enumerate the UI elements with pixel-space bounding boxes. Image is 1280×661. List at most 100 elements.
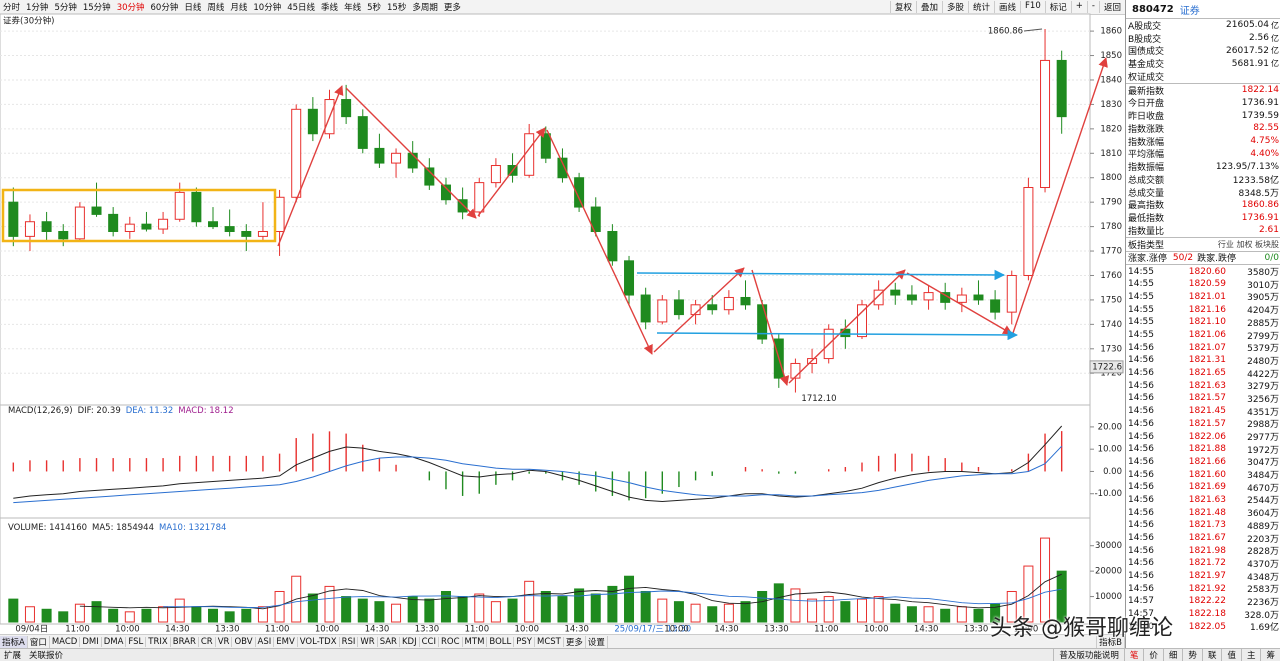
volume-bar <box>923 606 934 623</box>
panel-tab[interactable]: 主 <box>1240 649 1261 661</box>
candle-body <box>557 157 568 179</box>
indicator-button[interactable]: TRIX <box>146 636 171 647</box>
stat-row: 总成交额 1233.58亿 <box>1126 173 1280 186</box>
bottom-bar: 扩展 关联报价 普及版功能说明笔价细势联值主筹 <box>0 648 1280 661</box>
trade-time: 14:56 <box>1128 393 1154 404</box>
x-tick-label: 11:00 <box>465 625 490 635</box>
stat-row: 最低指数 1736.91 <box>1126 211 1280 225</box>
period-button[interactable]: 10分钟 <box>253 3 282 13</box>
stat-row: B股成交 2.56 亿 <box>1126 32 1280 45</box>
indicator-button[interactable]: SAR <box>378 636 400 647</box>
axis-tag-bg <box>1089 360 1124 374</box>
period-button[interactable]: 60分钟 <box>150 3 179 13</box>
indicator-b[interactable]: 指标B <box>1096 635 1125 648</box>
tool-button[interactable]: 叠加 <box>915 1 942 13</box>
trade-volume: 2480万 <box>1247 356 1279 367</box>
panel-tab[interactable]: 值 <box>1221 649 1241 661</box>
indicator-button[interactable]: RSI <box>340 636 359 647</box>
panel-tab[interactable]: 笔 <box>1123 649 1144 661</box>
period-button[interactable]: 更多 <box>443 3 461 13</box>
indicator-button[interactable]: VR <box>216 636 233 647</box>
period-button[interactable]: 年线 <box>344 3 362 13</box>
trade-row: 14:56 1822.06 2977万 <box>1126 430 1280 444</box>
bottom-left: 扩展 关联报价 <box>0 649 67 661</box>
indicator-button[interactable]: PSY <box>514 636 535 647</box>
volume-bar <box>940 608 951 623</box>
candle-body <box>391 152 402 164</box>
candle-body <box>657 299 668 323</box>
indicator-button[interactable]: ROC <box>439 636 463 647</box>
period-button[interactable]: 季线 <box>321 3 339 13</box>
indicator-button[interactable]: KDJ <box>400 636 420 647</box>
indicator-button[interactable]: 指标A <box>0 635 28 648</box>
tool-button[interactable]: 画线 <box>994 1 1020 13</box>
trade-time: 14:55 <box>1128 279 1154 290</box>
indicator-button[interactable]: BRAR <box>171 636 199 647</box>
panel-tab[interactable]: 筹 <box>1260 649 1280 661</box>
indicator-button[interactable]: EMV <box>274 636 298 647</box>
period-button[interactable]: 多周期 <box>412 3 438 13</box>
panel-tab[interactable]: 价 <box>1143 649 1163 661</box>
panel-tab[interactable]: 势 <box>1182 649 1202 661</box>
panel-tab[interactable]: 联 <box>1201 649 1222 661</box>
stat-value: 2.56 <box>1248 33 1269 44</box>
period-button[interactable]: 15秒 <box>387 3 407 13</box>
indicator-button[interactable]: BOLL <box>487 636 515 647</box>
indicator-button[interactable]: CCI <box>420 636 439 647</box>
trade-time: 14:56 <box>1128 406 1154 417</box>
period-button[interactable]: 1分钟 <box>26 3 49 13</box>
indicator-button[interactable]: DMA <box>102 636 127 647</box>
indicator-button[interactable]: 更多 <box>564 635 586 648</box>
indicator-button[interactable]: FSL <box>126 636 147 647</box>
candle-body <box>956 294 967 303</box>
period-button[interactable]: 5秒 <box>367 3 381 13</box>
tool-button[interactable]: 多股 <box>942 1 968 13</box>
indicator-button[interactable]: WR <box>358 636 378 647</box>
tool-button[interactable]: - <box>1086 1 1099 13</box>
candle-body <box>474 182 485 213</box>
indicator-button[interactable]: ASI <box>256 636 275 647</box>
period-button[interactable]: 30分钟 <box>116 3 145 13</box>
help-link[interactable]: 普及版功能说明 <box>1053 649 1124 661</box>
indicator-button[interactable]: CR <box>199 636 216 647</box>
volume-bar <box>707 606 718 623</box>
y-tick-label: 0.00 <box>1103 467 1122 477</box>
tool-button[interactable]: 返回 <box>1098 1 1125 13</box>
y-tick-label: 30000 <box>1095 541 1122 551</box>
indicator-button[interactable]: 设置 <box>586 635 608 648</box>
indicator-button[interactable]: OBV <box>232 636 256 647</box>
period-button[interactable]: 5分钟 <box>54 3 77 13</box>
trade-row: 14:56 1821.57 3256万 <box>1126 392 1280 405</box>
candle-body <box>341 99 352 118</box>
tool-button[interactable]: 复权 <box>889 1 916 13</box>
trade-volume: 2885万 <box>1247 318 1279 329</box>
indicator-button[interactable]: MCST <box>535 636 564 647</box>
period-button[interactable]: 日线 <box>184 3 202 13</box>
bottom-button[interactable]: 关联报价 <box>29 651 64 661</box>
x-tick-label: 14:30 <box>165 625 190 635</box>
indicator-button[interactable]: 窗口 <box>28 635 50 648</box>
trade-volume: 4351万 <box>1247 407 1279 418</box>
indicator-button[interactable]: DMI <box>80 636 102 647</box>
indicator-button[interactable]: MTM <box>463 636 488 647</box>
period-button[interactable]: 45日线 <box>287 3 316 13</box>
tool-button[interactable]: 标记 <box>1044 1 1071 13</box>
period-button[interactable]: 分时 <box>3 3 21 13</box>
trade-price: 1821.48 <box>1188 507 1226 518</box>
panel-tab[interactable]: 细 <box>1162 649 1183 661</box>
volume-bar <box>524 580 535 623</box>
period-button[interactable]: 15分钟 <box>82 3 111 13</box>
period-button[interactable]: 周线 <box>207 3 225 13</box>
y-tick-label: 1830 <box>1100 100 1122 110</box>
indicator-button[interactable]: MACD <box>50 636 81 647</box>
up-value: 50/2 <box>1172 252 1194 263</box>
tool-button[interactable]: 统计 <box>968 1 994 13</box>
trade-volume: 4348万 <box>1247 572 1279 583</box>
indicator-button[interactable]: VOL-TDX <box>298 636 340 647</box>
tool-button[interactable]: + <box>1070 1 1087 13</box>
bottom-button[interactable]: 扩展 <box>4 651 22 661</box>
ma10-line <box>163 588 1062 608</box>
period-button[interactable]: 月线 <box>230 3 248 13</box>
tool-button[interactable]: F10 <box>1020 1 1045 13</box>
